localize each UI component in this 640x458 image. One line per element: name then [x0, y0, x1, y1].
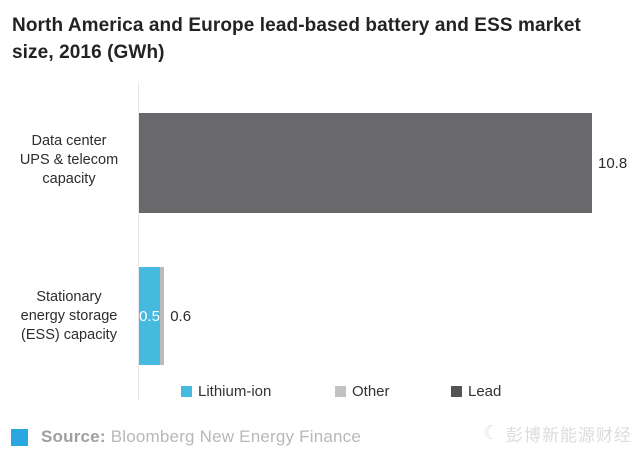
- bar-segment-other: [160, 267, 165, 365]
- source-label: Source:: [41, 427, 106, 446]
- watermark: ☾ 彭博新能源财经: [483, 421, 632, 446]
- value-label-ess-total: 0.6: [170, 307, 192, 325]
- value-label-datacenter: 10.8: [598, 154, 628, 172]
- bar-row-datacenter: 10.8: [139, 113, 627, 213]
- legend-item-lithium: Lithium-ion: [181, 383, 271, 400]
- legend-label-other: Other: [352, 383, 390, 400]
- lithium-swatch-icon: [181, 386, 192, 397]
- bar-segment-lead: [139, 113, 592, 213]
- value-label-ess-lithium: 0.5: [139, 307, 160, 325]
- other-swatch-icon: [335, 386, 346, 397]
- chart-legend: Lithium-ion Other Lead: [0, 383, 640, 400]
- source-bullet-icon: [11, 428, 28, 446]
- legend-item-other: Other: [335, 383, 390, 400]
- lead-swatch-icon: [451, 386, 462, 397]
- legend-label-lead: Lead: [468, 383, 502, 400]
- category-label-datacenter: Data center UPS & telecom capacity: [19, 133, 119, 187]
- watermark-text: 彭博新能源财经: [506, 426, 632, 445]
- source-text: Bloomberg New Energy Finance: [110, 427, 362, 446]
- source-row: Source: Bloomberg New Energy Finance: [11, 427, 361, 447]
- legend-item-lead: Lead: [451, 383, 501, 400]
- y-axis-line: [138, 82, 139, 400]
- bar-segment-lithium: 0.5: [139, 267, 160, 365]
- bar-row-ess: 0.5 0.6: [139, 267, 191, 365]
- chart-title: North America and Europe lead-based batt…: [12, 15, 581, 63]
- source-line: Source: Bloomberg New Energy Finance: [41, 427, 361, 447]
- legend-label-lithium: Lithium-ion: [198, 383, 272, 400]
- category-label-ess: Stationary energy storage (ESS) capacity: [20, 289, 118, 343]
- moon-logo-icon: ☾: [482, 423, 501, 444]
